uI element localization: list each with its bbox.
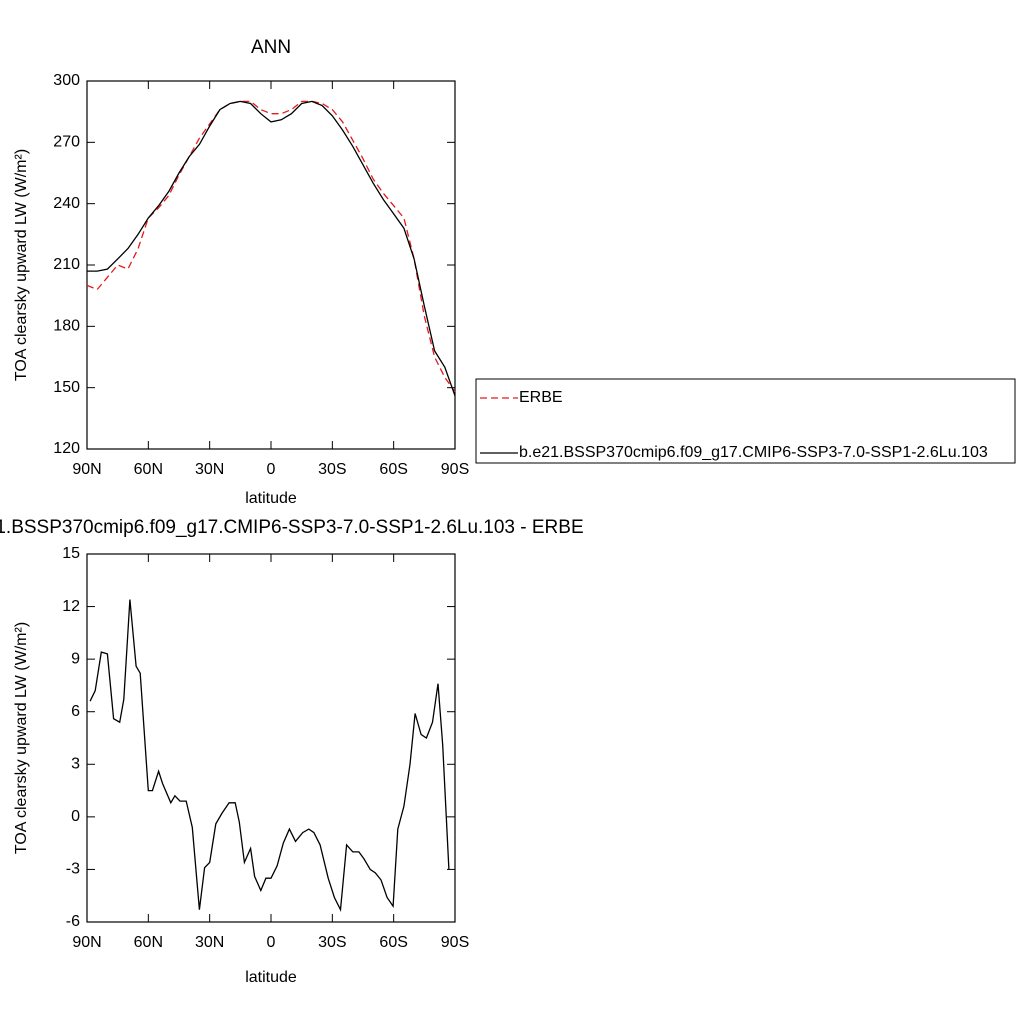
x-axis-label: latitude <box>245 490 297 507</box>
x-tick-label: 30S <box>318 934 346 951</box>
plot-frame <box>86 80 456 450</box>
x-tick-label: 90S <box>441 461 469 478</box>
y-tick-label: 12 <box>62 598 80 615</box>
y-tick-label: -3 <box>66 861 80 878</box>
y-axis-label: TOA clearsky upward LW (W/m²) <box>13 149 30 381</box>
y-tick-label: 120 <box>53 440 80 457</box>
y-tick-label: 0 <box>71 808 80 825</box>
legend-label: b.e21.BSSP370cmip6.f09_g17.CMIP6-SSP3-7.… <box>519 444 988 461</box>
x-tick-label: 30N <box>195 934 224 951</box>
x-tick-label: 0 <box>267 461 276 478</box>
x-tick-label: 90N <box>72 934 101 951</box>
x-tick-label: 30N <box>195 461 224 478</box>
chart-title: ANN <box>251 37 291 58</box>
data-line <box>86 100 456 393</box>
y-axis-label: TOA clearsky upward LW (W/m²) <box>13 622 30 854</box>
data-line <box>89 599 450 913</box>
y-tick-label: 270 <box>53 134 80 151</box>
x-tick-label: 90N <box>72 461 101 478</box>
y-tick-label: 150 <box>53 379 80 396</box>
x-tick-label: 60S <box>379 934 407 951</box>
data-line <box>87 100 456 397</box>
plot-frame <box>86 553 456 923</box>
chart-title: b.e21.BSSP370cmip6.f09_g17.CMIP6-SSP3-7.… <box>0 517 584 538</box>
x-axis-label: latitude <box>245 969 297 986</box>
x-tick-label: 60S <box>379 461 407 478</box>
y-tick-label: 300 <box>53 72 80 89</box>
y-tick-label: 180 <box>53 318 80 335</box>
y-tick-label: -6 <box>66 913 80 930</box>
y-tick-label: 15 <box>62 545 80 562</box>
legend-box <box>475 378 1016 464</box>
x-tick-label: 60N <box>134 461 163 478</box>
x-tick-label: 60N <box>134 934 163 951</box>
x-tick-label: 90S <box>441 934 469 951</box>
legend-label: ERBE <box>519 389 563 406</box>
x-tick-label: 0 <box>267 934 276 951</box>
y-tick-label: 9 <box>71 650 80 667</box>
y-tick-label: 6 <box>71 703 80 720</box>
y-tick-label: 3 <box>71 756 80 773</box>
y-tick-label: 210 <box>53 256 80 273</box>
y-tick-label: 240 <box>53 195 80 212</box>
x-tick-label: 30S <box>318 461 346 478</box>
